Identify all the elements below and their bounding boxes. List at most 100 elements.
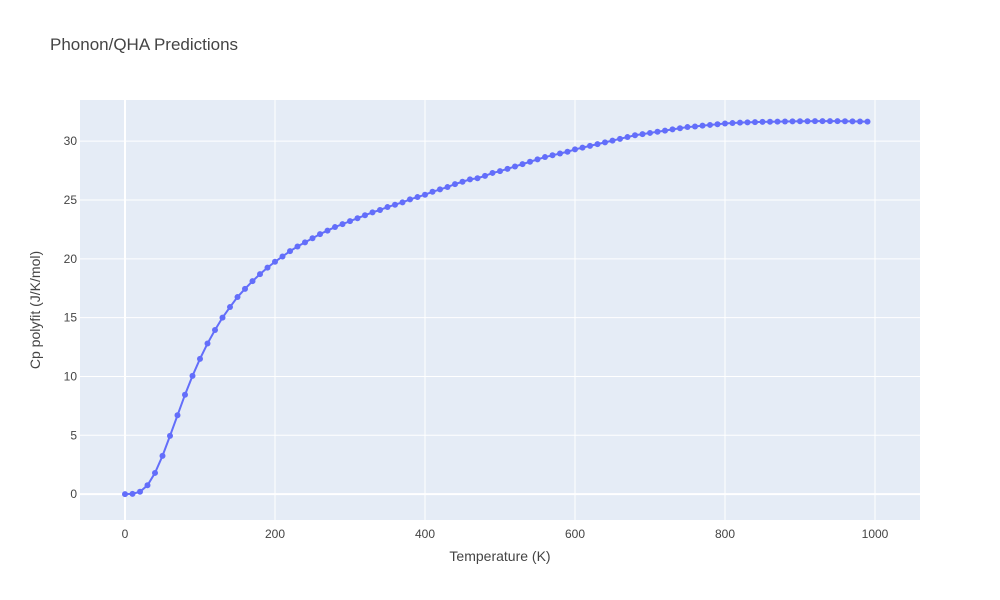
y-tick-label: 25 — [64, 193, 78, 207]
data-point — [437, 186, 443, 193]
data-point — [392, 201, 398, 208]
data-point — [204, 340, 211, 347]
plot-area — [80, 100, 920, 520]
data-point — [264, 264, 271, 271]
data-point — [189, 372, 196, 379]
x-tick-label: 0 — [122, 527, 129, 541]
data-point — [827, 118, 833, 125]
data-point — [864, 118, 871, 125]
data-point — [834, 118, 841, 125]
data-point — [714, 121, 721, 128]
data-point — [609, 137, 616, 144]
data-point — [137, 488, 143, 495]
grid-y — [80, 140, 920, 496]
y-tick-label: 5 — [70, 428, 77, 442]
data-point — [129, 490, 136, 497]
data-point — [857, 118, 863, 125]
data-point — [362, 212, 368, 219]
data-point — [384, 204, 391, 211]
data-point — [684, 124, 691, 131]
data-point — [219, 314, 226, 321]
data-point — [234, 294, 241, 301]
data-point — [347, 218, 353, 225]
data-point — [227, 304, 233, 311]
data-point — [249, 278, 256, 285]
data-point — [654, 128, 661, 135]
data-point — [647, 129, 653, 136]
data-point — [354, 215, 361, 222]
data-point — [722, 120, 728, 127]
data-point — [819, 118, 826, 125]
y-tick-label: 10 — [64, 369, 78, 383]
x-tick-label: 800 — [715, 527, 735, 541]
data-point — [309, 235, 316, 242]
x-axis-title: Temperature (K) — [449, 548, 550, 564]
grid-x — [124, 100, 876, 520]
data-point — [527, 158, 533, 165]
data-point — [459, 178, 466, 185]
data-point — [452, 181, 458, 188]
data-point — [422, 191, 428, 198]
data-point — [744, 119, 751, 126]
data-point — [767, 118, 773, 125]
data-point — [677, 125, 683, 132]
data-point — [399, 199, 406, 206]
data-point — [257, 271, 263, 278]
data-point — [632, 132, 638, 139]
y-tick-label: 30 — [64, 134, 78, 148]
data-point — [752, 119, 758, 126]
data-point — [407, 196, 413, 203]
data-point — [489, 169, 496, 176]
data-point — [804, 118, 811, 125]
data-point — [699, 122, 706, 129]
data-point — [287, 248, 293, 255]
data-point — [587, 142, 593, 149]
data-point — [159, 452, 166, 459]
data-point — [842, 118, 848, 125]
data-point — [564, 148, 571, 155]
y-axis-title: Cp polyfit (J/K/mol) — [27, 251, 43, 369]
data-point — [174, 412, 181, 419]
data-point — [152, 469, 158, 476]
data-point — [557, 150, 563, 157]
data-point — [212, 327, 218, 333]
data-point — [332, 224, 338, 231]
y-tick-label: 20 — [64, 252, 78, 266]
chart-title: Phonon/QHA Predictions — [50, 35, 238, 54]
data-point — [144, 482, 151, 489]
data-point — [782, 118, 788, 125]
data-point — [797, 118, 803, 125]
data-point — [122, 491, 128, 498]
x-tick-label: 600 — [565, 527, 585, 541]
series-line — [124, 120, 868, 496]
data-point — [579, 144, 586, 151]
data-point — [602, 139, 608, 146]
data-point — [474, 175, 481, 182]
y-tick-label: 0 — [70, 487, 77, 501]
data-point — [504, 165, 511, 172]
data-point — [377, 207, 383, 213]
series-markers — [122, 118, 871, 498]
data-point — [279, 253, 286, 260]
data-point — [737, 119, 743, 126]
data-point — [662, 127, 668, 134]
data-point — [789, 118, 796, 125]
data-point — [534, 156, 541, 163]
data-point — [774, 118, 781, 125]
data-point — [512, 163, 518, 170]
x-tick-label: 1000 — [862, 527, 889, 541]
x-tick-labels: 0 200 400 600 800 1000 — [122, 527, 889, 541]
data-point — [324, 227, 331, 234]
data-point — [482, 172, 488, 179]
data-point — [272, 258, 278, 265]
data-point — [692, 123, 698, 130]
data-point — [294, 243, 301, 250]
data-point — [339, 221, 346, 228]
data-point — [167, 432, 173, 439]
data-point — [617, 135, 623, 142]
data-point — [572, 146, 578, 153]
y-tick-labels: 0 5 10 15 20 25 30 — [64, 134, 78, 501]
data-point — [302, 239, 308, 246]
data-point — [594, 141, 601, 148]
